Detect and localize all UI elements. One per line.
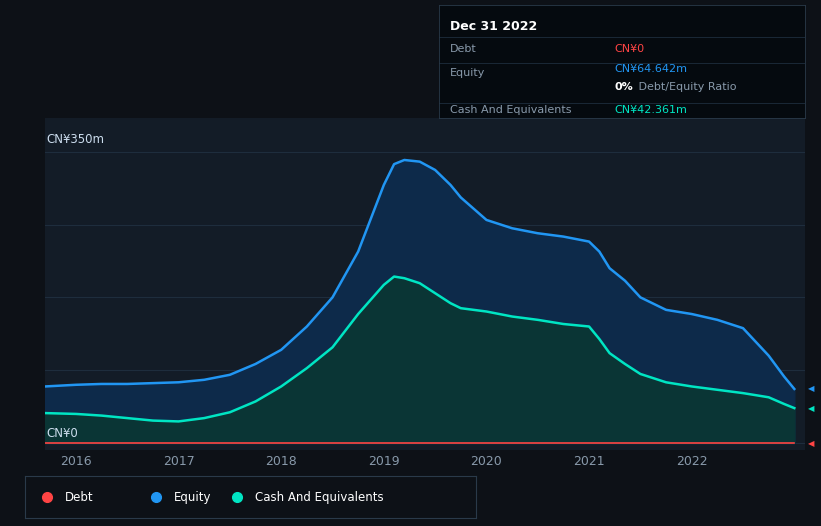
Text: Debt: Debt: [450, 44, 477, 54]
Text: Cash And Equivalents: Cash And Equivalents: [255, 491, 383, 503]
Text: 0%: 0%: [615, 82, 633, 92]
Text: Equity: Equity: [450, 68, 485, 78]
Text: CN¥0: CN¥0: [615, 44, 644, 54]
Text: CN¥42.361m: CN¥42.361m: [615, 105, 687, 115]
Text: ◀: ◀: [808, 403, 814, 412]
Text: Debt/Equity Ratio: Debt/Equity Ratio: [635, 82, 736, 92]
Text: CN¥0: CN¥0: [46, 427, 78, 440]
Text: Cash And Equivalents: Cash And Equivalents: [450, 105, 571, 115]
Text: Dec 31 2022: Dec 31 2022: [450, 20, 538, 33]
Text: CN¥64.642m: CN¥64.642m: [615, 64, 688, 74]
Text: CN¥350m: CN¥350m: [46, 133, 104, 146]
Text: Debt: Debt: [66, 491, 94, 503]
Text: Equity: Equity: [174, 491, 211, 503]
Text: ◀: ◀: [808, 385, 814, 393]
Text: ◀: ◀: [808, 439, 814, 448]
